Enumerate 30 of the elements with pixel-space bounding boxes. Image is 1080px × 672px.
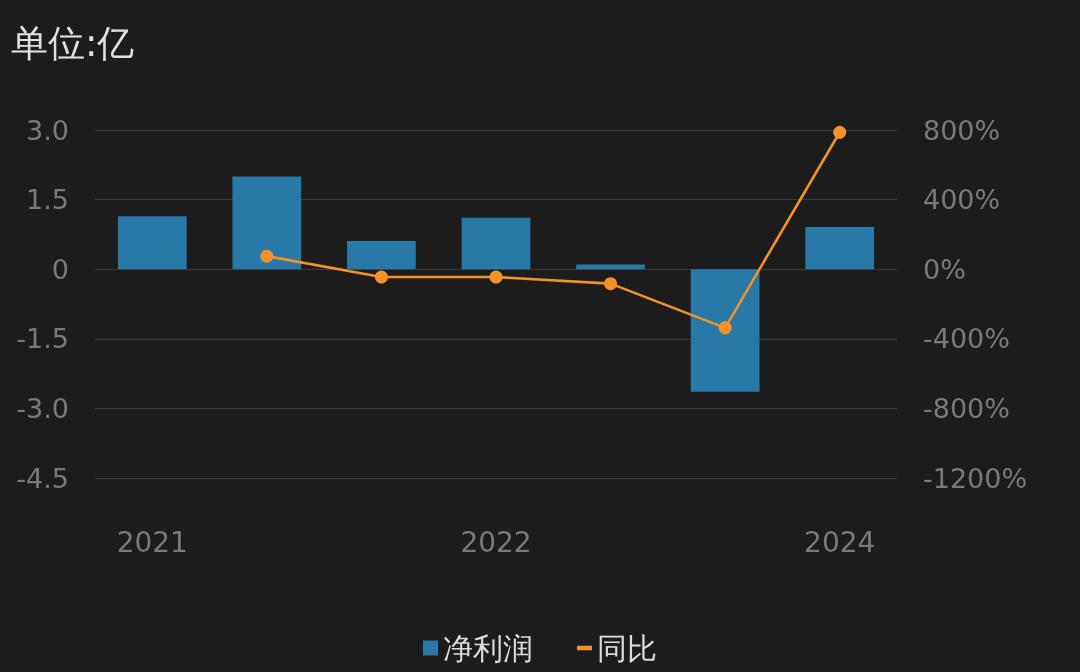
bar [347, 240, 416, 270]
y2-tick-label: 400% [923, 184, 1001, 216]
x-tick-label: 2022 [460, 525, 532, 559]
bar [461, 217, 531, 270]
point [718, 321, 732, 335]
y-tick-label: 0 [51, 253, 69, 285]
y-tick-label: 1.5 [26, 184, 69, 216]
point [260, 249, 274, 263]
bar [805, 226, 875, 270]
bar [232, 176, 302, 270]
point [489, 270, 503, 284]
point [604, 277, 618, 291]
chart-title: 单位:亿 [11, 22, 135, 65]
y-tick-label: 3.0 [26, 114, 69, 146]
x-tick-label: 2024 [804, 525, 876, 559]
y2-tick-label: -1200% [923, 462, 1028, 494]
legend-label: 同比 [597, 630, 657, 666]
bar [117, 216, 187, 270]
y2-tick-label: 800% [923, 114, 1001, 146]
x-tick-label: 2021 [116, 525, 188, 559]
point [374, 270, 388, 284]
y-tick-label: -4.5 [16, 462, 69, 494]
y2-tick-label: -800% [923, 392, 1010, 424]
y2-tick-label: -400% [923, 323, 1010, 355]
bar [690, 269, 760, 392]
y2-tick-label: 0% [923, 253, 966, 285]
y-tick-label: -1.5 [16, 323, 69, 355]
point [833, 125, 847, 139]
y-tick-label: -3.0 [16, 392, 69, 424]
legend-label: 净利润 [443, 630, 533, 666]
